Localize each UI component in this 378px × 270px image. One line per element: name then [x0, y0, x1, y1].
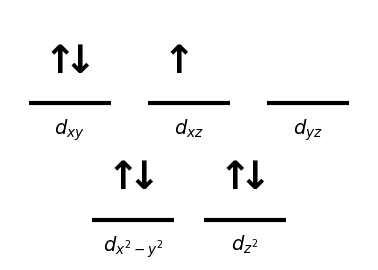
Text: ↑: ↑ — [218, 159, 251, 197]
Text: $\mathit{d}_{x^2-y^2}$: $\mathit{d}_{x^2-y^2}$ — [103, 234, 163, 260]
Text: ↑: ↑ — [162, 43, 195, 81]
Text: ↓: ↓ — [64, 43, 96, 81]
Text: ↑: ↑ — [43, 43, 76, 81]
Text: $\mathit{d}_{yz}$: $\mathit{d}_{yz}$ — [293, 118, 323, 143]
Text: $\mathit{d}_{xy}$: $\mathit{d}_{xy}$ — [54, 118, 85, 143]
Text: ↑: ↑ — [106, 159, 139, 197]
Text: $\mathit{d}_{z^2}$: $\mathit{d}_{z^2}$ — [231, 234, 259, 256]
Text: $\mathit{d}_{xz}$: $\mathit{d}_{xz}$ — [174, 118, 204, 140]
Text: ↓: ↓ — [127, 159, 160, 197]
Text: ↓: ↓ — [239, 159, 272, 197]
